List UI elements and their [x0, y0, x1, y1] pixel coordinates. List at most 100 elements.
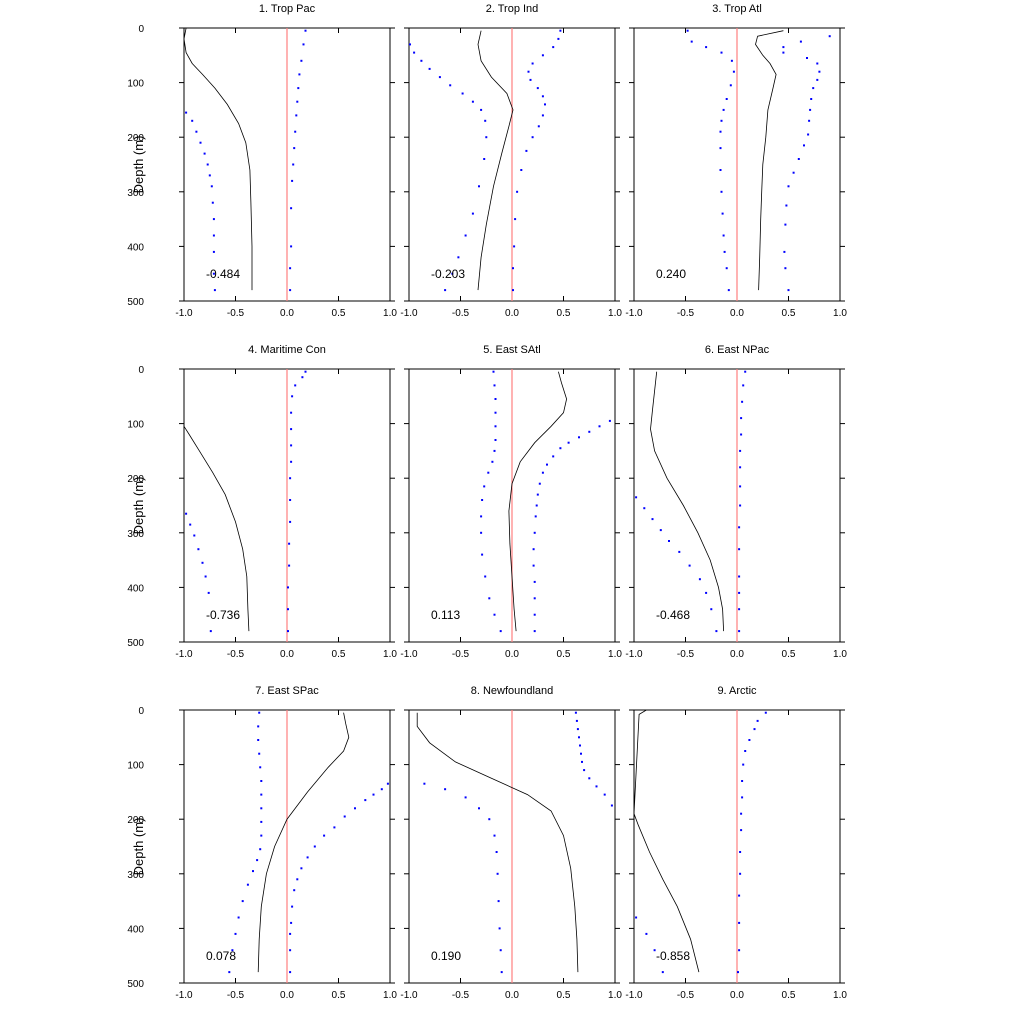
upper-bound-point: [289, 267, 292, 270]
upper-bound-point: [372, 793, 375, 796]
upper-bound-point: [603, 793, 606, 796]
x-tick-label: 1.0: [608, 308, 622, 319]
x-tick-label: 0.0: [730, 990, 744, 1001]
upper-bound-point: [537, 125, 540, 128]
upper-bound-point: [536, 87, 539, 90]
upper-bound-point: [812, 87, 815, 90]
upper-bound-point: [301, 376, 304, 379]
upper-bound-point: [520, 169, 523, 171]
upper-bound-point: [531, 136, 534, 139]
upper-bound-point: [748, 739, 751, 741]
upper-bound-point: [293, 147, 296, 150]
correlation-value: -0.468: [656, 608, 690, 622]
lower-bound-point: [197, 548, 200, 551]
profile-line: [755, 30, 784, 291]
correlation-value: 0.113: [431, 608, 460, 622]
upper-bound-point: [541, 54, 544, 57]
lower-bound-point: [722, 108, 725, 111]
y-tick-label: 300: [127, 188, 144, 199]
upper-bound-point: [531, 62, 534, 65]
lower-bound-point: [471, 212, 474, 215]
upper-bound-point: [578, 436, 580, 439]
x-tick-label: 1.0: [383, 990, 397, 1001]
lower-bound-point: [494, 439, 497, 441]
lower-bound-point: [212, 272, 215, 275]
lower-bound-point: [497, 900, 500, 903]
lower-bound-point: [258, 752, 261, 755]
upper-bound-point: [287, 586, 289, 589]
lower-bound-point: [705, 46, 708, 49]
upper-bound-point: [785, 204, 788, 207]
upper-bound-point: [296, 100, 299, 103]
upper-bound-point: [816, 78, 819, 81]
upper-bound-point: [533, 531, 536, 534]
panel-5: 5. East SAtl -1.0 -0.5 0.0 0.5 1.0 0.113: [400, 344, 622, 660]
lower-bound-point: [257, 739, 260, 741]
x-tick-label: 0.0: [505, 990, 519, 1001]
upper-bound-point: [354, 807, 356, 810]
upper-bound-point: [739, 872, 742, 875]
upper-bound-point: [289, 949, 292, 952]
lower-bound-point: [645, 932, 648, 935]
panel-9: 9. Arctic -1.0 -0.5 0.0 0.5 1.0 -0.858: [625, 685, 847, 1001]
lower-bound-point: [209, 630, 212, 633]
lower-bound-point: [260, 834, 263, 837]
y-axis-label: Depth (m): [131, 818, 146, 876]
upper-bound-point: [809, 108, 812, 111]
y-tick-label: 0: [138, 706, 144, 717]
upper-bound-point: [296, 878, 299, 881]
y-tick-label: 100: [127, 761, 144, 772]
data-layer: [184, 370, 307, 633]
data-layer: [184, 28, 307, 292]
data-layer: [409, 29, 562, 292]
upper-bound-point: [740, 417, 743, 420]
upper-bound-point: [559, 447, 562, 450]
upper-bound-point: [541, 471, 544, 474]
lower-bound-point: [485, 136, 488, 139]
upper-bound-point: [386, 782, 389, 785]
panel-title: 8. Newfoundland: [471, 685, 554, 697]
x-tick-label: 0.0: [730, 308, 744, 319]
upper-bound-point: [787, 289, 790, 292]
upper-bound-point: [574, 711, 577, 714]
lower-bound-point: [499, 949, 502, 952]
panel-title: 7. East SPac: [255, 685, 319, 697]
lower-bound-point: [719, 147, 722, 150]
lower-bound-point: [488, 597, 491, 600]
y-tick-label: 100: [127, 79, 144, 90]
upper-bound-point: [741, 400, 744, 403]
lower-bound-point: [256, 859, 259, 862]
lower-bound-point: [493, 613, 496, 616]
upper-bound-point: [287, 608, 289, 611]
x-tick-label: -0.5: [677, 649, 695, 660]
upper-bound-point: [290, 460, 293, 463]
lower-bound-point: [499, 630, 502, 633]
lower-bound-point: [493, 834, 496, 837]
lower-bound-point: [464, 234, 467, 237]
lower-bound-point: [719, 169, 722, 171]
upper-bound-point: [529, 78, 532, 81]
y-tick-label: 400: [127, 242, 144, 253]
panel-7: 7. East SPac -1.0 -0.5 0.0 0.5 1.0 0 100 200 300 4…: [127, 685, 397, 1001]
upper-bound-point: [608, 419, 611, 422]
lower-bound-point: [481, 499, 484, 501]
upper-bound-point: [738, 548, 741, 551]
lower-bound-point: [721, 212, 724, 215]
upper-bound-point: [527, 70, 530, 73]
lower-bound-point: [260, 793, 263, 796]
data-layer: [416, 711, 613, 974]
panel-title: 3. Trop Atl: [712, 3, 762, 15]
y-tick-label: 300: [127, 870, 144, 881]
lower-bound-point: [246, 883, 249, 886]
upper-bound-point: [292, 163, 295, 166]
lower-bound-point: [185, 111, 188, 114]
y-tick-label: 400: [127, 924, 144, 935]
profile-line: [257, 712, 350, 973]
y-tick-label: 0: [138, 365, 144, 376]
lower-bound-point: [480, 108, 483, 111]
panel-8: 8. Newfoundland -1.0 -0.5 0.0 0.5 1.0 0.190: [400, 685, 622, 1001]
lower-bound-point: [727, 289, 730, 292]
lower-bound-point: [723, 250, 726, 253]
upper-bound-point: [740, 812, 743, 815]
lower-bound-point: [210, 185, 213, 188]
